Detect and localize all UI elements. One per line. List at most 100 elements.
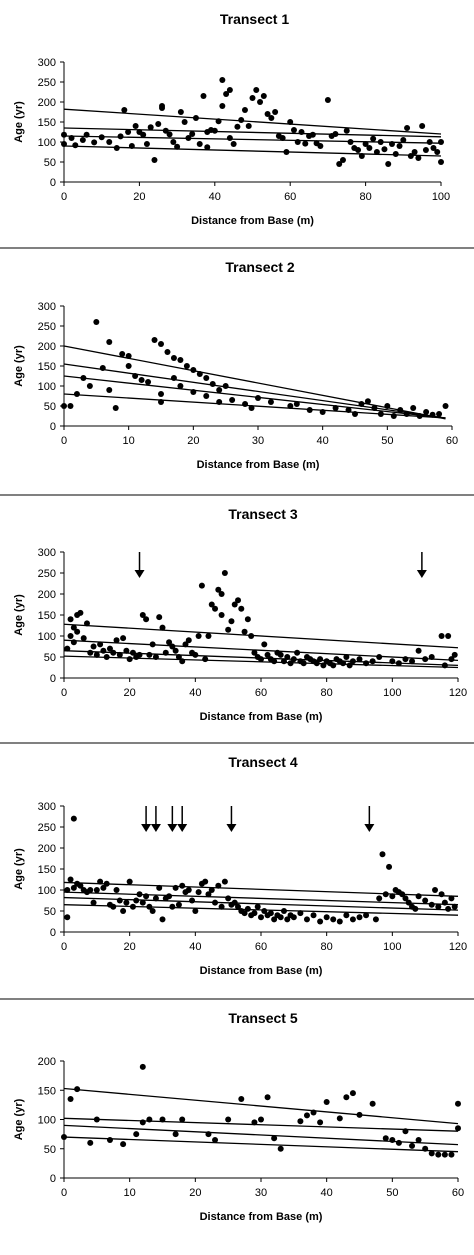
data-point (100, 647, 107, 654)
data-point (352, 411, 358, 417)
data-point (103, 880, 110, 887)
data-point (244, 616, 251, 623)
data-point (435, 903, 442, 910)
data-point (64, 914, 71, 921)
data-point (192, 115, 199, 121)
y-tick-label: 250 (38, 77, 56, 89)
x-tick-label: 0 (61, 941, 67, 953)
data-point (205, 633, 212, 639)
data-point (110, 649, 117, 656)
x-tick-label: 80 (321, 941, 333, 953)
data-point (451, 651, 458, 658)
data-point (70, 639, 77, 646)
y-tick-label: 150 (38, 610, 56, 622)
y-tick-label: 150 (38, 864, 56, 876)
data-point (172, 884, 179, 891)
data-point (179, 882, 186, 889)
data-point (422, 1145, 429, 1152)
data-point (272, 109, 279, 115)
data-point (225, 895, 232, 902)
data-point (370, 135, 377, 142)
data-point (74, 1086, 81, 1093)
data-point (99, 365, 106, 371)
data-point (277, 651, 284, 658)
data-point (382, 1135, 389, 1142)
data-point (297, 1118, 304, 1125)
trend-line (63, 904, 459, 916)
data-point (336, 918, 343, 925)
data-point (320, 662, 327, 669)
y-tick-label: 300 (38, 801, 56, 813)
data-point (113, 145, 120, 151)
data-point (166, 639, 173, 646)
data-point (73, 391, 80, 397)
data-point (267, 910, 274, 917)
data-point (223, 91, 230, 97)
data-point (229, 397, 236, 403)
event-arrow (364, 806, 375, 832)
data-point (190, 389, 197, 395)
y-tick-label: 100 (38, 885, 56, 897)
x-axis-label: Distance from Base (m) (197, 459, 320, 471)
data-point (67, 633, 74, 639)
data-point (317, 1119, 324, 1126)
data-point (258, 656, 264, 663)
data-point (255, 395, 261, 401)
data-point (356, 656, 363, 663)
data-point (455, 1100, 461, 1107)
data-point (103, 654, 110, 660)
data-point (172, 1131, 179, 1138)
data-point (248, 405, 255, 411)
data-point (106, 645, 113, 652)
data-point (110, 903, 117, 910)
data-point (185, 887, 192, 893)
data-point (177, 109, 184, 115)
data-point (403, 411, 410, 417)
data-point (343, 127, 350, 134)
x-tick-label: 20 (187, 435, 199, 447)
y-tick-label: 100 (38, 1115, 56, 1127)
data-point (426, 139, 433, 145)
data-point (411, 149, 418, 155)
data-point (159, 1116, 166, 1123)
data-point (219, 77, 226, 83)
trend-line (63, 639, 459, 662)
data-point (310, 912, 317, 919)
data-point (455, 1125, 461, 1132)
event-arrow (167, 806, 178, 832)
data-point (277, 914, 284, 921)
data-point (189, 131, 196, 137)
data-point (126, 656, 133, 663)
y-tick-label: 50 (44, 401, 56, 413)
data-point (235, 903, 242, 910)
data-point (249, 95, 256, 101)
chart-title: Transect 2 (225, 259, 294, 275)
y-tick-label: 50 (44, 652, 56, 664)
data-point (323, 1098, 330, 1105)
data-point (294, 649, 301, 656)
data-point (336, 161, 343, 167)
chart-title: Transect 4 (228, 754, 297, 770)
data-point (395, 1139, 402, 1146)
data-point (87, 1139, 94, 1146)
data-point (195, 633, 202, 639)
x-tick-label: 0 (61, 191, 67, 203)
data-point (120, 635, 127, 642)
data-point (284, 916, 291, 923)
y-tick-label: 0 (50, 421, 56, 433)
x-tick-label: 60 (446, 435, 458, 447)
data-point (283, 149, 290, 155)
data-point (129, 903, 136, 910)
data-point (190, 367, 197, 373)
data-point (280, 908, 287, 914)
panel-transect-2: Transect 2 0 50 100 150 200 250 300 0 10 20 30 40 50 6… (0, 259, 474, 496)
data-point (445, 905, 452, 912)
y-tick-label: 200 (38, 97, 56, 109)
data-point (251, 1119, 258, 1126)
data-point (185, 637, 192, 644)
data-point (113, 887, 120, 893)
data-point (182, 641, 189, 648)
data-point (302, 140, 309, 147)
data-point (208, 887, 215, 893)
data-point (170, 355, 177, 361)
